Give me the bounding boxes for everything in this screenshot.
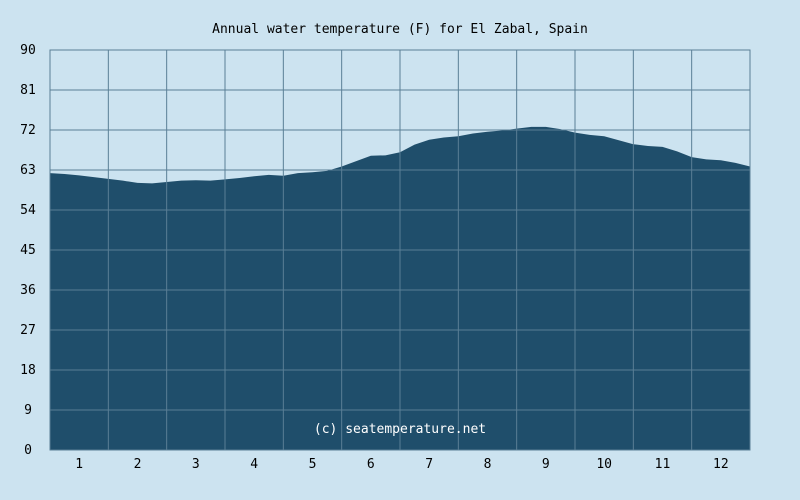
chart-title: Annual water temperature (F) for El Zaba… bbox=[212, 22, 588, 37]
y-tick-label: 27 bbox=[20, 323, 36, 338]
x-tick-label: 11 bbox=[655, 457, 671, 472]
x-tick-label: 4 bbox=[250, 457, 258, 472]
x-tick-label: 3 bbox=[192, 457, 200, 472]
x-tick-label: 7 bbox=[425, 457, 433, 472]
y-tick-label: 9 bbox=[24, 403, 32, 418]
plot-border bbox=[49, 49, 751, 451]
x-tick-label: 8 bbox=[484, 457, 492, 472]
y-tick-label: 81 bbox=[20, 83, 36, 98]
y-tick-label: 54 bbox=[20, 203, 36, 218]
x-tick-label: 9 bbox=[542, 457, 550, 472]
x-tick-label: 1 bbox=[75, 457, 83, 472]
x-tick-label: 2 bbox=[134, 457, 142, 472]
watermark-text: (c) seatemperature.net bbox=[314, 422, 486, 437]
y-tick-label: 63 bbox=[20, 163, 36, 178]
y-tick-label: 72 bbox=[20, 123, 36, 138]
y-tick-label: 45 bbox=[20, 243, 36, 258]
y-tick-label: 18 bbox=[20, 363, 36, 378]
x-axis-ticks: 1 2 3 4 5 6 7 8 9 10 11 12 bbox=[75, 457, 728, 472]
y-tick-label: 0 bbox=[24, 443, 32, 458]
x-tick-label: 6 bbox=[367, 457, 375, 472]
x-tick-label: 5 bbox=[309, 457, 317, 472]
x-tick-label: 10 bbox=[596, 457, 612, 472]
y-tick-label: 90 bbox=[20, 43, 36, 58]
x-tick-label: 12 bbox=[713, 457, 729, 472]
y-tick-label: 36 bbox=[20, 283, 36, 298]
